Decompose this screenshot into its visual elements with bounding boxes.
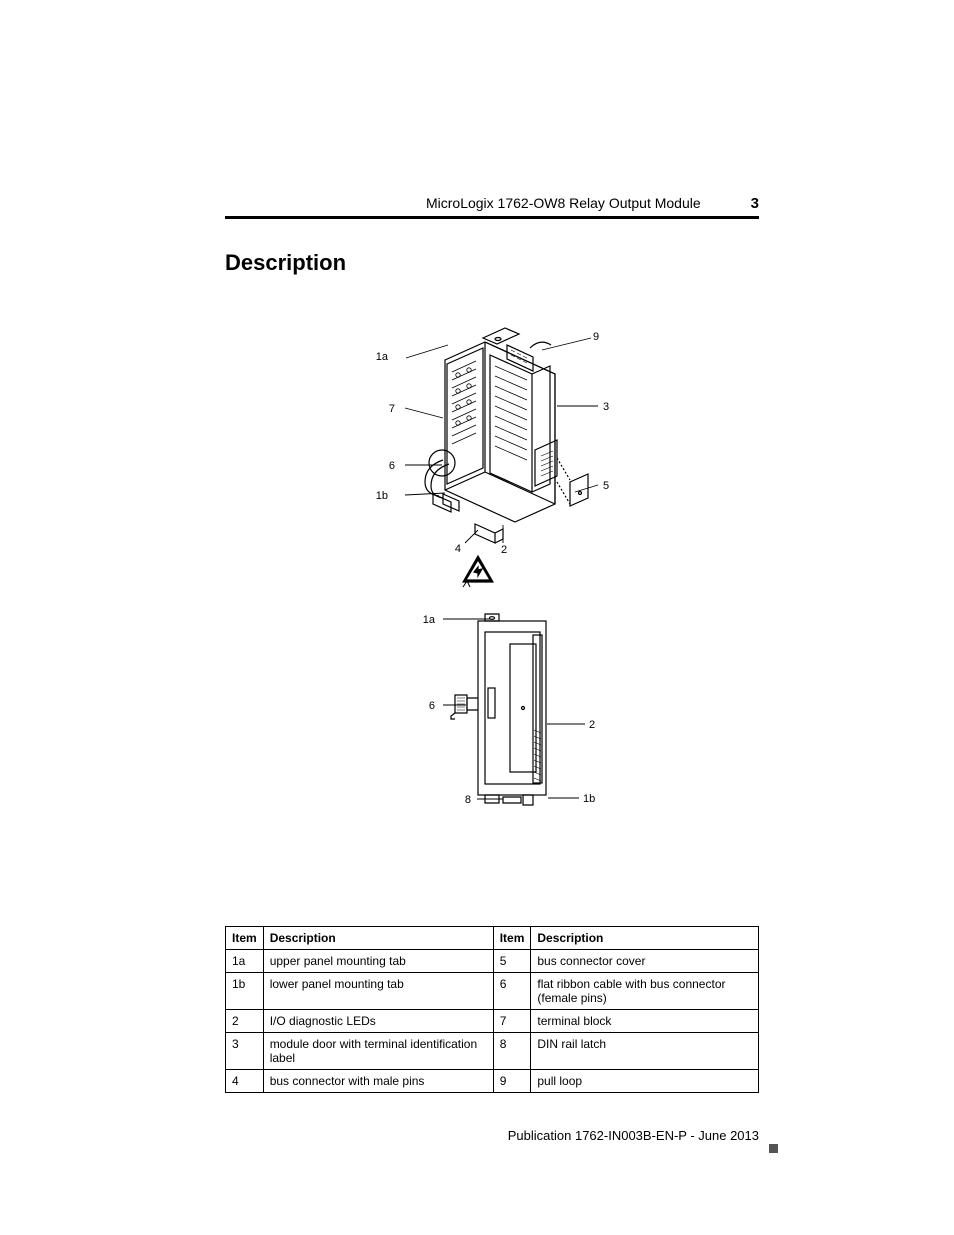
table-cell: 1a bbox=[226, 950, 264, 973]
page-number: 3 bbox=[751, 195, 759, 212]
callout-label: 7 bbox=[389, 403, 395, 415]
callout-label: 1a bbox=[423, 614, 436, 626]
table-cell: 9 bbox=[493, 1070, 531, 1093]
callout-label: 6 bbox=[389, 460, 395, 472]
table-row: 2I/O diagnostic LEDs7terminal block bbox=[226, 1010, 759, 1033]
table-row: 1aupper panel mounting tab5bus connector… bbox=[226, 950, 759, 973]
header-title: MicroLogix 1762-OW8 Relay Output Module bbox=[426, 195, 701, 211]
table-cell: I/O diagnostic LEDs bbox=[263, 1010, 493, 1033]
table-cell: DIN rail latch bbox=[531, 1033, 759, 1070]
callout-label: 8 bbox=[465, 794, 471, 806]
col-header-desc2: Description bbox=[531, 927, 759, 950]
table-cell: 8 bbox=[493, 1033, 531, 1070]
table-cell: pull loop bbox=[531, 1070, 759, 1093]
publication-footer: Publication 1762-IN003B-EN-P - June 2013 bbox=[508, 1128, 759, 1143]
table-cell: lower panel mounting tab bbox=[263, 973, 493, 1010]
callout-label: 6 bbox=[429, 700, 435, 712]
table-row: 4bus connector with male pins9pull loop bbox=[226, 1070, 759, 1093]
callout-label: 1b bbox=[583, 793, 595, 805]
table-cell: 2 bbox=[226, 1010, 264, 1033]
col-header-item2: Item bbox=[493, 927, 531, 950]
section-title: Description bbox=[225, 250, 346, 276]
table-row: 3module door with terminal identificatio… bbox=[226, 1033, 759, 1070]
table-cell: terminal block bbox=[531, 1010, 759, 1033]
callout-label: 2 bbox=[501, 544, 507, 556]
table-header-row: Item Description Item Description bbox=[226, 927, 759, 950]
table-cell: bus connector with male pins bbox=[263, 1070, 493, 1093]
running-header: MicroLogix 1762-OW8 Relay Output Module … bbox=[225, 195, 759, 212]
col-header-item: Item bbox=[226, 927, 264, 950]
callout-label: 9 bbox=[593, 331, 599, 343]
page: MicroLogix 1762-OW8 Relay Output Module … bbox=[0, 0, 954, 190]
callout-label: 1a bbox=[376, 351, 389, 363]
table-cell: bus connector cover bbox=[531, 950, 759, 973]
col-header-desc: Description bbox=[263, 927, 493, 950]
callout-label: 2 bbox=[589, 719, 595, 731]
callout-label: 3 bbox=[603, 401, 609, 413]
callout-label: 1b bbox=[376, 490, 388, 502]
table-cell: 4 bbox=[226, 1070, 264, 1093]
footer-marker-icon bbox=[769, 1144, 778, 1153]
callout-label: 4 bbox=[455, 543, 461, 555]
table-cell: 7 bbox=[493, 1010, 531, 1033]
table-row: 1blower panel mounting tab6flat ribbon c… bbox=[226, 973, 759, 1010]
diagram-svg: 1a 7 6 1b 4 2 9 3 5 1a 6 8 2 1b bbox=[335, 300, 625, 860]
table-cell: 1b bbox=[226, 973, 264, 1010]
table-cell: module door with terminal identification… bbox=[263, 1033, 493, 1070]
table-cell: 6 bbox=[493, 973, 531, 1010]
header-rule bbox=[225, 216, 759, 219]
module-diagram: 1a 7 6 1b 4 2 9 3 5 1a 6 8 2 1b bbox=[335, 300, 625, 860]
table-cell: upper panel mounting tab bbox=[263, 950, 493, 973]
parts-table: Item Description Item Description 1auppe… bbox=[225, 926, 759, 1093]
table-cell: flat ribbon cable with bus connector (fe… bbox=[531, 973, 759, 1010]
callout-label: 5 bbox=[603, 480, 609, 492]
table-cell: 5 bbox=[493, 950, 531, 973]
table-cell: 3 bbox=[226, 1033, 264, 1070]
